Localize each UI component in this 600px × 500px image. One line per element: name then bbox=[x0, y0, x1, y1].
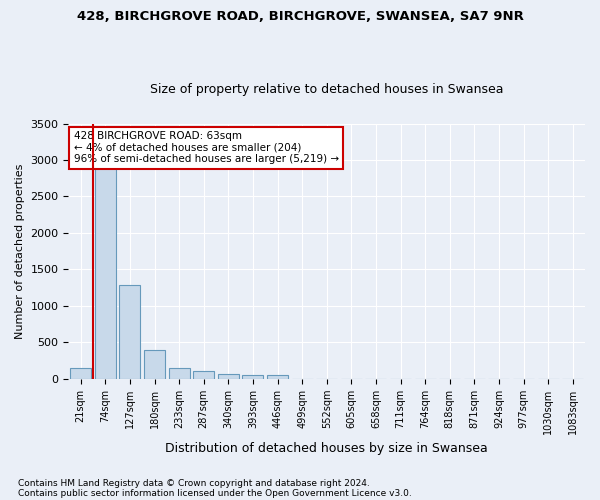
Bar bbox=[218, 374, 239, 378]
Y-axis label: Number of detached properties: Number of detached properties bbox=[15, 164, 25, 339]
Text: Contains HM Land Registry data © Crown copyright and database right 2024.: Contains HM Land Registry data © Crown c… bbox=[18, 478, 370, 488]
Bar bbox=[95, 143, 116, 378]
Bar bbox=[242, 374, 263, 378]
Title: Size of property relative to detached houses in Swansea: Size of property relative to detached ho… bbox=[150, 83, 503, 96]
X-axis label: Distribution of detached houses by size in Swansea: Distribution of detached houses by size … bbox=[166, 442, 488, 455]
Bar bbox=[70, 368, 91, 378]
Bar bbox=[144, 350, 165, 378]
Text: 428 BIRCHGROVE ROAD: 63sqm
← 4% of detached houses are smaller (204)
96% of semi: 428 BIRCHGROVE ROAD: 63sqm ← 4% of detac… bbox=[74, 131, 338, 164]
Text: 428, BIRCHGROVE ROAD, BIRCHGROVE, SWANSEA, SA7 9NR: 428, BIRCHGROVE ROAD, BIRCHGROVE, SWANSE… bbox=[77, 10, 523, 23]
Text: Contains public sector information licensed under the Open Government Licence v3: Contains public sector information licen… bbox=[18, 488, 412, 498]
Bar bbox=[119, 286, 140, 378]
Bar bbox=[169, 368, 190, 378]
Bar bbox=[267, 375, 288, 378]
Bar bbox=[193, 372, 214, 378]
